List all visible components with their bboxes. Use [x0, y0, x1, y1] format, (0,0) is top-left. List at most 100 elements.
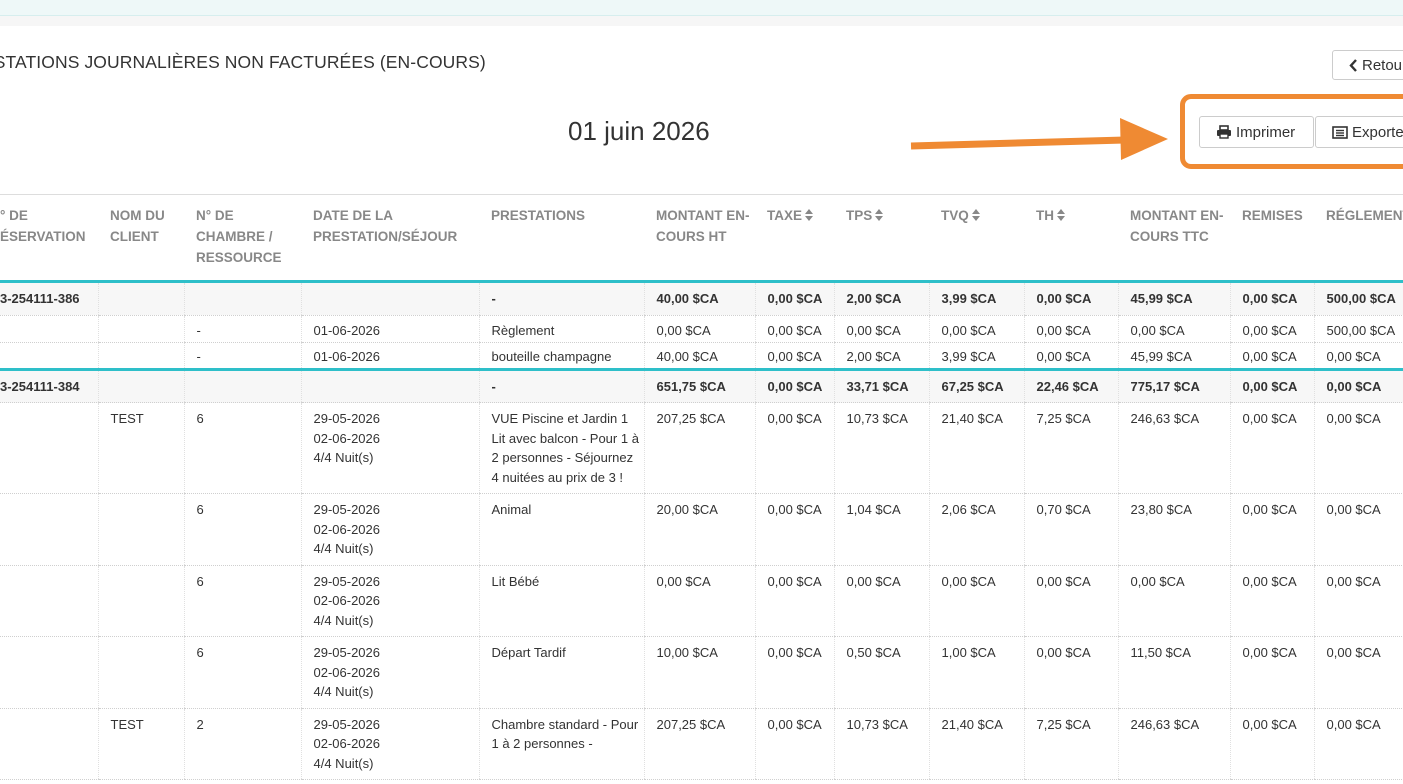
cell-th: 0,70 $CA: [1023, 493, 1118, 566]
col-date[interactable]: DATE DE LA PRESTATION/SÉJOUR: [301, 194, 479, 283]
cell-montant-ttc: 0,00 $CA: [1117, 565, 1230, 637]
cell-tps: 33,71 $CA: [833, 369, 929, 403]
cell-taxe: 0,00 $CA: [754, 281, 834, 316]
cell-taxe: 0,00 $CA: [754, 315, 834, 343]
nights: 4/4 Nuit(s): [313, 541, 374, 556]
cell-montant-ttc: 45,99 $CA: [1117, 342, 1230, 371]
cell-client: [97, 636, 184, 709]
back-button-label: Retou: [1362, 57, 1403, 74]
cell-taxe: 0,00 $CA: [754, 342, 834, 371]
cell-prestation: Règlement: [478, 315, 644, 343]
cell-prestation: VUE Piscine et Jardin 1 Lit avec balcon …: [478, 402, 644, 494]
cell-montant-ht: 207,25 $CA: [643, 402, 755, 494]
cell-date: 01-06-2026: [300, 342, 479, 371]
nights: 4/4 Nuit(s): [313, 612, 374, 628]
cell-room: 6: [183, 402, 301, 494]
cell-taxe: 0,00 $CA: [754, 565, 834, 637]
cell-montant-ht: 0,00 $CA: [643, 565, 755, 637]
cell-th: 7,25 $CA: [1023, 402, 1118, 494]
page-title: ESTATIONS JOURNALIÈRES NON FACTURÉES (EN…: [0, 52, 486, 72]
cell-remises: 0,00 $CA: [1229, 636, 1314, 709]
cell-prestation: -: [478, 281, 644, 316]
cell-tvq: 0,00 $CA: [928, 315, 1024, 343]
nights: 4/4 Nuit(s): [313, 450, 374, 465]
prestations-table: ° DE ÉSERVATION NOM DU CLIENT N° DE CHAM…: [0, 194, 1403, 780]
cell-tvq: 67,25 $CA: [928, 369, 1024, 403]
cell-reglement: 0,00 $CA: [1313, 565, 1403, 637]
cell-montant-ttc: 11,50 $CA: [1117, 636, 1230, 709]
cell-montant-ht: 40,00 $CA: [643, 281, 755, 316]
col-montant-ht[interactable]: MONTANT EN-COURS HT: [644, 194, 755, 283]
report-date: 01 juin 2026: [568, 116, 710, 146]
col-taxe[interactable]: TAXE: [755, 194, 834, 283]
print-button[interactable]: Imprimer: [1199, 116, 1314, 148]
sort-icon[interactable]: [805, 209, 814, 222]
cell-th: 0,00 $CA: [1023, 315, 1118, 343]
cell-tps: 0,00 $CA: [833, 565, 929, 637]
sort-icon[interactable]: [971, 209, 980, 222]
col-th[interactable]: TH: [1024, 194, 1118, 283]
col-th-label: TH: [1036, 208, 1054, 223]
cell-remises: 0,00 $CA: [1229, 708, 1314, 780]
cell-montant-ttc: 0,00 $CA: [1117, 315, 1230, 343]
cell-tvq: 21,40 $CA: [928, 708, 1024, 780]
cell-date: 29-05-2026 02-06-2026 4/4 Nuit(s): [300, 565, 479, 637]
cell-tps: 0,50 $CA: [833, 636, 929, 709]
cell-reglement: 0,00 $CA: [1313, 402, 1403, 494]
cell-client: [97, 565, 184, 637]
date-end: 02-06-2026: [313, 521, 381, 537]
sort-icon[interactable]: [1057, 209, 1065, 222]
cell-date: 01-06-2026: [300, 315, 479, 343]
cell-montant-ttc: 45,99 $CA: [1117, 281, 1230, 316]
date-start: 29-05-2026: [313, 573, 381, 589]
cell-tps: 2,00 $CA: [833, 281, 929, 316]
cell-reglement: 0,00 $CA: [1313, 342, 1403, 371]
cell-date: 29-05-2026 02-06-2026 4/4 Nuit(s): [300, 708, 479, 780]
sort-icon[interactable]: [875, 209, 884, 222]
cell-montant-ht: 207,25 $CA: [643, 708, 755, 780]
col-reservation[interactable]: ° DE ÉSERVATION: [0, 194, 98, 283]
cell-remises: 0,00 $CA: [1229, 342, 1314, 371]
top-gap: [0, 16, 1403, 26]
col-room[interactable]: N° DE CHAMBRE / RESSOURCE: [184, 194, 301, 283]
table-row: 6 29-05-2026 02-06-2026 4/4 Nuit(s) Départ…: [0, 636, 1403, 709]
col-taxe-label: TAXE: [767, 208, 803, 223]
col-client[interactable]: NOM DU CLIENT: [98, 194, 184, 283]
reservation-number: 3-254111-384: [0, 369, 98, 403]
col-tps[interactable]: TPS: [834, 194, 929, 283]
col-tps-label: TPS: [846, 208, 873, 223]
col-prestation[interactable]: PRESTATIONS: [479, 194, 644, 283]
date-end: 02-06-2026: [313, 593, 381, 608]
date-end: 02-06-2026: [313, 430, 381, 446]
cell-reglement: 0,00 $CA: [1313, 636, 1403, 709]
table-row: TEST 6 29-05-2026 02-06-2026 4/4 Nuit(s) V…: [0, 402, 1403, 494]
col-reglement[interactable]: RÉGLEMENT: [1314, 194, 1403, 283]
cell-date: 29-05-2026 02-06-2026 4/4 Nuit(s): [300, 636, 479, 709]
cell-tvq: 2,06 $CA: [928, 493, 1024, 566]
cell-room: 2: [183, 708, 301, 780]
table-row: 6 29-05-2026 02-06-2026 4/4 Nuit(s) Lit Bé…: [0, 565, 1403, 637]
date-end: 02-06-2026: [313, 664, 381, 680]
cell-montant-ttc: 246,63 $CA: [1117, 708, 1230, 780]
cell-prestation: Animal: [478, 493, 644, 566]
cell-montant-ht: 20,00 $CA: [643, 493, 755, 566]
date-start: 29-05-2026: [313, 645, 381, 660]
cell-montant-ttc: 23,80 $CA: [1117, 493, 1230, 566]
export-button-label: Exporte: [1352, 124, 1403, 141]
cell-prestation: -: [478, 369, 644, 403]
col-remises[interactable]: REMISES: [1230, 194, 1314, 283]
reservation-number: 3-254111-386: [0, 281, 98, 316]
cell-montant-ttc: 775,17 $CA: [1117, 369, 1230, 403]
cell-remises: 0,00 $CA: [1229, 493, 1314, 566]
cell-remises: 0,00 $CA: [1229, 402, 1314, 494]
cell-reglement: 0,00 $CA: [1313, 369, 1403, 403]
col-montant-ttc[interactable]: MONTANT EN-COURS TTC: [1118, 194, 1230, 283]
print-button-label: Imprimer: [1236, 124, 1296, 141]
col-tvq-label: TVQ: [941, 208, 969, 223]
export-button[interactable]: Exporte: [1315, 116, 1403, 148]
group-row: 3-254111-386 - 40,00 $CA 0,00 $CA 2,00 $…: [0, 281, 1403, 316]
cell-date: 29-05-2026 02-06-2026 4/4 Nuit(s): [300, 493, 479, 566]
back-button[interactable]: Retou: [1332, 50, 1403, 80]
cell-prestation: Départ Tardif: [478, 636, 644, 709]
col-tvq[interactable]: TVQ: [929, 194, 1024, 283]
